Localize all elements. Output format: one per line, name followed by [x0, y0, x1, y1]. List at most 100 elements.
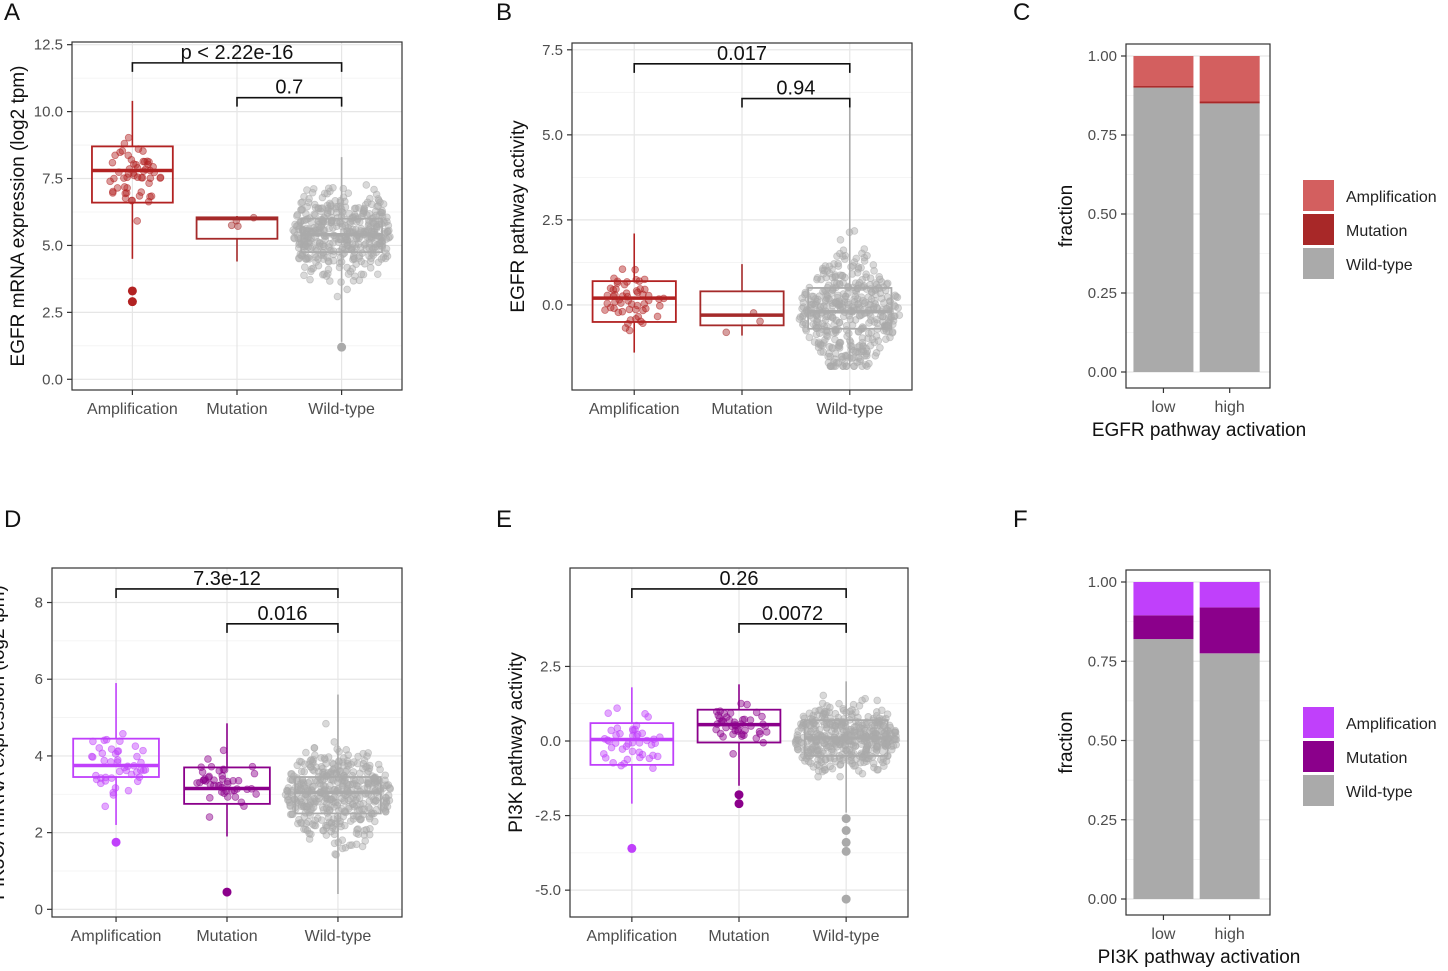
- data-point: [107, 745, 116, 753]
- data-point: [301, 237, 309, 246]
- plot-frame: [1125, 43, 1271, 389]
- p-value-label: 0.0072: [762, 603, 823, 625]
- data-point: [354, 830, 363, 839]
- significance-bracket: [741, 97, 851, 108]
- bar-segment-mutation: [1133, 86, 1194, 88]
- data-point: [374, 760, 383, 769]
- data-point: [231, 793, 240, 801]
- bar-segment-amplification: [1133, 582, 1194, 616]
- data-point: [873, 696, 882, 705]
- data-point: [356, 777, 365, 785]
- data-point: [817, 275, 825, 284]
- data-point: [831, 741, 840, 749]
- data-point: [129, 160, 138, 168]
- box-mutation: [699, 290, 785, 327]
- x-tick-label: Amplification: [589, 401, 680, 418]
- data-point: [377, 208, 386, 217]
- data-point: [343, 235, 352, 244]
- data-point: [797, 738, 805, 747]
- box-amplification: [589, 722, 675, 766]
- data-point: [306, 275, 314, 284]
- data-point: [740, 731, 748, 739]
- data-point: [234, 776, 243, 785]
- data-point: [628, 747, 637, 756]
- data-point: [373, 270, 382, 279]
- data-point: [343, 285, 351, 294]
- data-point: [840, 359, 849, 367]
- data-point: [862, 285, 871, 293]
- data-point: [656, 302, 664, 310]
- box-amplification: [91, 145, 174, 204]
- panel-d: D 7.3e-12 0.016 0 2 4 6 8 Amplification Mutation W…: [0, 506, 403, 945]
- panel-e: E 0.260.0072 -5.0 -2.5 0.0 2.5 Amplification Mu…: [496, 506, 909, 945]
- data-point: [301, 255, 310, 263]
- data-point: [871, 290, 880, 299]
- data-point: [613, 724, 622, 732]
- data-point: [287, 788, 295, 796]
- legend-label: Wild-type: [1346, 257, 1413, 274]
- data-point: [814, 295, 822, 304]
- data-point: [333, 292, 342, 301]
- bar-segment-wild-type: [1199, 653, 1260, 899]
- panel-label: C: [1013, 0, 1030, 26]
- data-point: [320, 754, 329, 762]
- data-point: [359, 270, 368, 279]
- data-point: [869, 261, 878, 269]
- data-point: [873, 766, 881, 774]
- data-point: [865, 359, 873, 368]
- data-point: [862, 270, 870, 278]
- data-point: [303, 802, 311, 811]
- outlier-point: [222, 887, 232, 897]
- significance-bracket: [631, 588, 847, 598]
- data-point: [639, 319, 647, 328]
- data-point: [739, 715, 747, 724]
- data-point: [850, 295, 858, 304]
- data-point: [875, 272, 883, 281]
- data-point: [307, 265, 316, 273]
- y-tick-label: 5.0: [542, 127, 563, 144]
- data-point: [858, 275, 866, 284]
- data-point: [366, 264, 375, 272]
- data-point: [310, 744, 319, 752]
- data-point: [758, 712, 766, 721]
- data-point: [204, 755, 212, 763]
- x-tick-label: Mutation: [206, 401, 267, 418]
- data-point: [377, 255, 386, 263]
- data-point: [882, 335, 890, 343]
- data-point: [344, 189, 353, 197]
- data-point: [141, 766, 150, 774]
- data-point: [833, 252, 841, 261]
- outlier-point: [127, 286, 137, 296]
- data-point: [862, 746, 870, 754]
- data-point: [110, 174, 118, 183]
- data-point: [649, 751, 657, 760]
- data-point: [336, 253, 345, 262]
- data-point: [870, 267, 878, 275]
- outlier-point: [841, 814, 851, 824]
- data-point: [219, 746, 228, 755]
- data-point: [344, 761, 352, 770]
- y-tick-label: -5.0: [535, 882, 561, 899]
- y-axis-label: PI3K pathway activity: [506, 652, 527, 833]
- outlier-point: [627, 843, 637, 853]
- data-point: [329, 247, 338, 255]
- data-point: [88, 752, 96, 761]
- data-point: [297, 767, 306, 776]
- data-point: [722, 328, 731, 337]
- data-point: [833, 279, 841, 288]
- data-point: [831, 298, 839, 307]
- data-point: [335, 758, 343, 766]
- bar-segment-wild-type: [1133, 87, 1194, 372]
- outlier-point: [127, 297, 137, 307]
- y-tick-label: 0: [35, 901, 43, 918]
- p-value-label: 0.017: [717, 43, 767, 65]
- data-point: [364, 767, 373, 776]
- data-point: [322, 719, 330, 728]
- data-point: [848, 321, 857, 329]
- data-point: [354, 240, 363, 248]
- data-point: [124, 151, 133, 160]
- data-point: [883, 710, 892, 718]
- significance-bracket: [738, 623, 847, 633]
- data-point: [830, 721, 839, 730]
